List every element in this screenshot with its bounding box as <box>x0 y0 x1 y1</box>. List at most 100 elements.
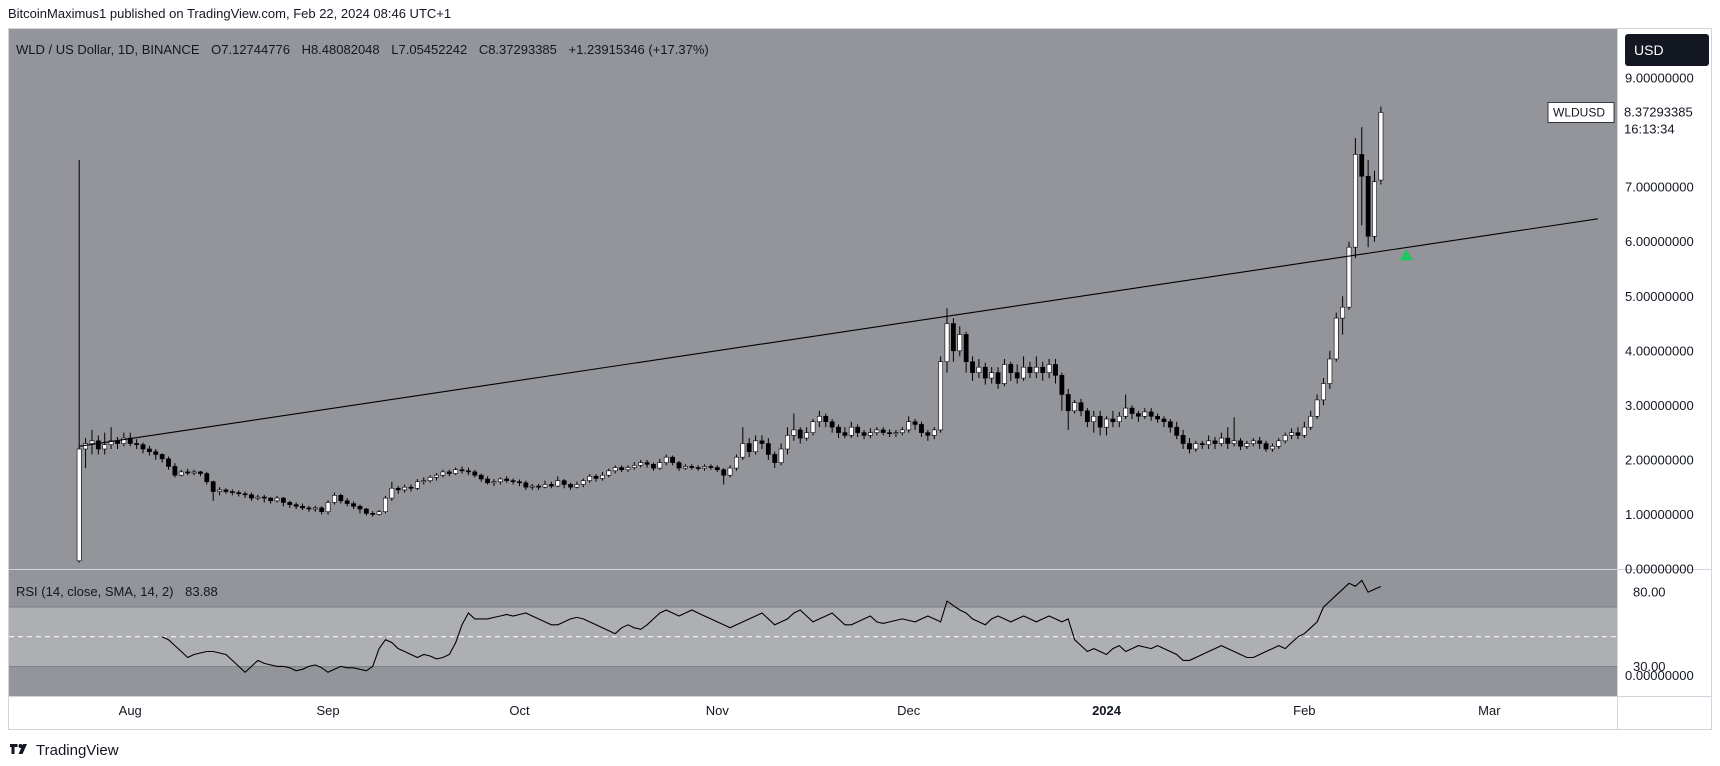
candle[interactable] <box>899 427 905 436</box>
candle[interactable] <box>204 471 210 485</box>
candle[interactable] <box>1193 440 1199 452</box>
candle[interactable] <box>587 474 593 483</box>
candle[interactable] <box>1372 170 1377 242</box>
candle[interactable] <box>1078 398 1084 417</box>
candle[interactable] <box>268 497 274 504</box>
candle[interactable] <box>287 500 293 508</box>
candle[interactable] <box>440 469 446 478</box>
candle[interactable] <box>306 505 312 512</box>
candle[interactable] <box>172 463 178 478</box>
candle[interactable] <box>293 502 299 509</box>
candle[interactable] <box>389 481 395 501</box>
candle[interactable] <box>1199 440 1205 449</box>
candle[interactable] <box>1378 106 1384 185</box>
candle[interactable] <box>134 439 140 449</box>
candle[interactable] <box>753 435 758 455</box>
candle[interactable] <box>217 487 222 496</box>
candle[interactable] <box>1314 394 1320 419</box>
candle[interactable] <box>236 490 242 497</box>
candle[interactable] <box>274 495 280 503</box>
candle[interactable] <box>785 427 790 455</box>
candle[interactable] <box>989 367 995 384</box>
candle[interactable] <box>702 464 707 471</box>
candle[interactable] <box>395 486 401 494</box>
candle[interactable] <box>631 462 637 470</box>
candle[interactable] <box>261 494 267 503</box>
candle[interactable] <box>1263 440 1269 452</box>
candle[interactable] <box>1231 417 1237 447</box>
candle[interactable] <box>414 479 420 490</box>
candle[interactable] <box>1327 350 1333 389</box>
candle[interactable] <box>363 507 369 516</box>
candle[interactable] <box>191 469 197 476</box>
candle[interactable] <box>1014 364 1020 384</box>
candle[interactable] <box>765 438 771 460</box>
candle[interactable] <box>995 367 1001 389</box>
candle[interactable] <box>855 424 861 437</box>
candle[interactable] <box>504 476 510 483</box>
candle[interactable] <box>1359 127 1365 226</box>
candle[interactable] <box>1040 361 1046 381</box>
candle[interactable] <box>1046 359 1052 379</box>
candle[interactable] <box>682 464 688 470</box>
candle[interactable] <box>721 468 727 485</box>
candle[interactable] <box>593 474 599 482</box>
candle[interactable] <box>868 428 873 439</box>
candle[interactable] <box>178 469 184 477</box>
candle[interactable] <box>249 492 254 501</box>
candle[interactable] <box>842 427 848 439</box>
candle[interactable] <box>1250 438 1256 447</box>
candle[interactable] <box>185 468 191 476</box>
candle[interactable] <box>938 356 944 433</box>
candle[interactable] <box>555 476 561 488</box>
tradingview-brand[interactable]: TradingView <box>8 742 119 759</box>
candle[interactable] <box>89 429 95 455</box>
candle[interactable] <box>102 432 108 455</box>
candle[interactable] <box>466 467 471 476</box>
candle[interactable] <box>1321 378 1326 406</box>
candle[interactable] <box>312 505 318 512</box>
candle[interactable] <box>663 454 669 466</box>
candle[interactable] <box>1212 437 1218 449</box>
candle[interactable] <box>1059 372 1065 411</box>
candle[interactable] <box>1301 421 1307 439</box>
candle[interactable] <box>848 421 854 439</box>
candle[interactable] <box>1206 435 1212 449</box>
candle[interactable] <box>931 427 937 440</box>
candle[interactable] <box>625 465 631 472</box>
candle[interactable] <box>210 480 216 501</box>
candle[interactable] <box>1097 410 1103 436</box>
candle[interactable] <box>1008 361 1014 381</box>
candle[interactable] <box>280 497 286 507</box>
candle[interactable] <box>1021 356 1026 381</box>
candle[interactable] <box>836 424 841 439</box>
candle[interactable] <box>1072 399 1078 414</box>
candle[interactable] <box>791 413 797 441</box>
candle[interactable] <box>1270 443 1275 452</box>
currency-badge[interactable] <box>1625 34 1709 66</box>
candle[interactable] <box>408 484 414 492</box>
candle[interactable] <box>823 413 829 428</box>
candle[interactable] <box>223 488 229 494</box>
candle[interactable] <box>759 435 765 449</box>
candle[interactable] <box>459 466 465 474</box>
candles[interactable] <box>76 106 1384 563</box>
candle[interactable] <box>1295 427 1301 440</box>
candle[interactable] <box>1238 438 1243 451</box>
trendline-group[interactable] <box>79 218 1598 447</box>
candle[interactable] <box>568 482 573 490</box>
candle[interactable] <box>708 464 714 470</box>
candle[interactable] <box>829 419 835 433</box>
candle[interactable] <box>1142 408 1148 419</box>
candle[interactable] <box>242 491 248 499</box>
candle[interactable] <box>1352 138 1358 259</box>
candle[interactable] <box>332 492 337 505</box>
candle[interactable] <box>746 438 752 458</box>
candle[interactable] <box>874 427 880 436</box>
candle[interactable] <box>561 479 567 489</box>
candle[interactable] <box>376 510 382 516</box>
candle[interactable] <box>497 477 503 485</box>
candle[interactable] <box>740 427 746 460</box>
candle[interactable] <box>861 429 867 440</box>
